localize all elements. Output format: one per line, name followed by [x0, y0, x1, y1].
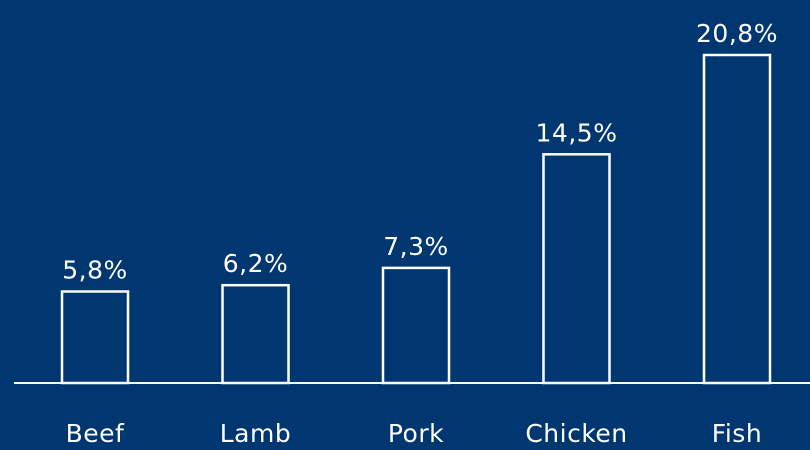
- bar-pork: [381, 266, 451, 385]
- category-label-fish: Fish: [712, 419, 762, 448]
- labels-group: 5,8% Beef 6,2% Lamb 7,3% Pork 14,5% Chicken 20,8…: [62, 19, 778, 448]
- value-label-fish: 20,8%: [696, 19, 778, 48]
- category-label-lamb: Lamb: [220, 419, 291, 448]
- bar-beef: [60, 290, 130, 385]
- value-label-pork: 7,3%: [383, 232, 449, 261]
- category-label-chicken: Chicken: [525, 419, 627, 448]
- category-label-pork: Pork: [388, 419, 444, 448]
- bar-lamb: [221, 283, 290, 385]
- value-label-lamb: 6,2%: [223, 249, 289, 278]
- bars-group: [60, 53, 772, 385]
- value-label-beef: 5,8%: [62, 256, 128, 285]
- value-label-chicken: 14,5%: [536, 118, 618, 147]
- category-label-beef: Beef: [66, 419, 125, 448]
- bar-chicken: [542, 153, 611, 385]
- bar-fish: [702, 53, 772, 385]
